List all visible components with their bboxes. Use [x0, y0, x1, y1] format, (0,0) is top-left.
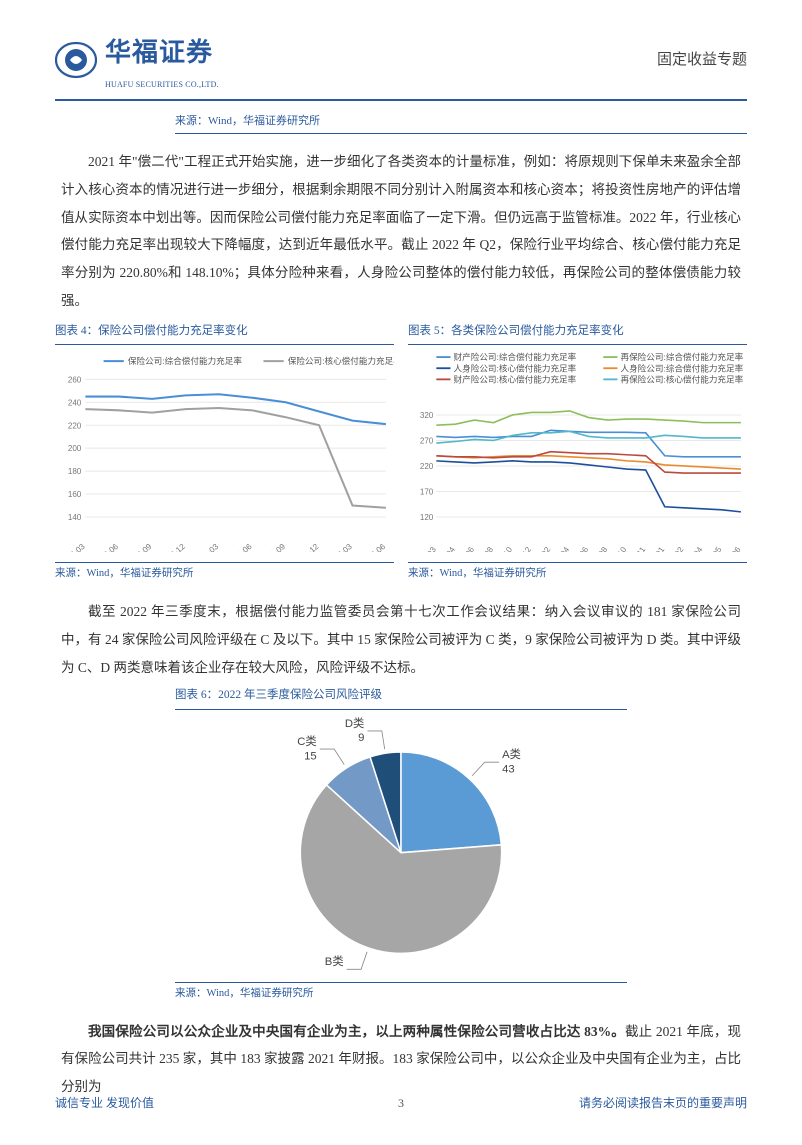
svg-text:200: 200 — [68, 445, 82, 454]
footer-left: 诚信专业 发现价值 — [55, 1092, 154, 1115]
svg-text:220: 220 — [420, 462, 434, 471]
svg-text:270: 270 — [420, 437, 434, 446]
svg-text:2020-03: 2020-03 — [58, 542, 87, 552]
svg-text:C类: C类 — [297, 734, 316, 748]
svg-text:220: 220 — [68, 422, 82, 431]
svg-text:B类: B类 — [325, 954, 344, 968]
svg-text:260: 260 — [68, 376, 82, 385]
page-footer: 诚信专业 发现价值 3 请务必阅读报告末页的重要声明 — [55, 1092, 747, 1115]
chart-6-svg: C类15D类9A类43B类114 — [175, 714, 627, 971]
svg-text:2020-06: 2020-06 — [92, 542, 121, 552]
footer-right: 请务必阅读报告末页的重要声明 — [579, 1092, 747, 1115]
logo-icon — [55, 39, 97, 81]
chart-5-title: 图表 5：各类保险公司偿付能力充足率变化 — [408, 321, 747, 346]
chart-6: 图表 6：2022 年三季度保险公司风险评级 C类15D类9A类43B类114 … — [175, 685, 627, 1003]
svg-text:2020-09: 2020-09 — [125, 542, 154, 552]
svg-text:2021-09: 2021-09 — [259, 542, 288, 552]
svg-text:320: 320 — [420, 411, 434, 420]
svg-text:2022-06: 2022-06 — [359, 542, 388, 552]
svg-text:D类: D类 — [345, 716, 364, 730]
logo-text-en: HUAFU SECURITIES CO.,LTD. — [105, 77, 219, 92]
svg-text:2022-03: 2022-03 — [325, 542, 354, 552]
logo-text-cn: 华福证券 — [105, 28, 219, 77]
footer-page-number: 3 — [398, 1092, 404, 1115]
svg-text:财产险公司:核心偿付能力充足率: 财产险公司:核心偿付能力充足率 — [454, 374, 577, 385]
svg-text:保险公司:核心偿付能力充足率: 保险公司:核心偿付能力充足率 — [288, 356, 394, 367]
svg-text:2021-06: 2021-06 — [225, 542, 254, 552]
chart-4-title: 图表 4：保险公司偿付能力充足率变化 — [55, 321, 394, 346]
chart-5: 图表 5：各类保险公司偿付能力充足率变化 财产险公司:综合偿付能力充足率再保险公… — [408, 321, 747, 585]
svg-text:2021-03: 2021-03 — [192, 542, 221, 552]
svg-text:43: 43 — [502, 764, 515, 776]
paragraph-3: 我国保险公司以公众企业及中央国有企业为主，以上两种属性保险公司营收占比达 83%… — [61, 1018, 741, 1101]
header-category: 固定收益专题 — [657, 46, 747, 75]
chart-6-source: 来源：Wind，华福证券研究所 — [175, 982, 627, 1004]
svg-text:2020-12: 2020-12 — [158, 542, 187, 552]
paragraph-2: 截至 2022 年三季度末，根据偿付能力监管委员会第十七次工作会议结果：纳入会议… — [61, 598, 741, 681]
svg-text:140: 140 — [68, 513, 82, 522]
chart-4: 图表 4：保险公司偿付能力充足率变化 保险公司:综合偿付能力充足率 保险公司:核心… — [55, 321, 394, 585]
svg-text:2021-12: 2021-12 — [292, 542, 321, 552]
chart-row-4-5: 图表 4：保险公司偿付能力充足率变化 保险公司:综合偿付能力充足率 保险公司:核心… — [55, 321, 747, 585]
svg-text:240: 240 — [68, 399, 82, 408]
svg-text:15: 15 — [304, 751, 317, 763]
paragraph-1: 2021 年"偿二代"工程正式开始实施，进一步细化了各类资本的计量标准，例如：将… — [61, 148, 741, 314]
svg-text:人身险公司:综合偿付能力充足率: 人身险公司:综合偿付能力充足率 — [621, 363, 744, 374]
top-source-line: 来源：Wind，华福证券研究所 — [175, 111, 747, 135]
chart-5-svg: 财产险公司:综合偿付能力充足率 再保险公司:综合偿付能力充足率人身险公司:核心偿付… — [408, 349, 747, 551]
svg-text:保险公司:综合偿付能力充足率: 保险公司:综合偿付能力充足率 — [128, 356, 243, 367]
svg-text:2020-03: 2020-03 — [414, 545, 439, 551]
logo-block: 华福证券 HUAFU SECURITIES CO.,LTD. — [55, 28, 219, 93]
chart-5-source: 来源：Wind，华福证券研究所 — [408, 562, 747, 584]
svg-text:人身险公司:核心偿付能力充足率: 人身险公司:核心偿付能力充足率 — [454, 363, 577, 374]
page-header: 华福证券 HUAFU SECURITIES CO.,LTD. 固定收益专题 — [55, 28, 747, 101]
svg-text:120: 120 — [420, 513, 434, 522]
svg-text:财产险公司:综合偿付能力充足率: 财产险公司:综合偿付能力充足率 — [454, 351, 577, 362]
svg-text:再保险公司:核心偿付能力充足率: 再保险公司:核心偿付能力充足率 — [621, 374, 744, 385]
chart-4-svg: 保险公司:综合偿付能力充足率 保险公司:核心偿付能力充足率 140 160 180 200… — [55, 349, 394, 551]
chart-6-title: 图表 6：2022 年三季度保险公司风险评级 — [175, 685, 627, 710]
paragraph-3-bold: 我国保险公司以公众企业及中央国有企业为主，以上两种属性保险公司营收占比达 83%… — [88, 1024, 625, 1039]
svg-text:9: 9 — [358, 732, 364, 744]
svg-text:再保险公司:综合偿付能力充足率: 再保险公司:综合偿付能力充足率 — [621, 351, 744, 362]
svg-text:A类: A类 — [502, 747, 521, 761]
chart-4-source: 来源：Wind，华福证券研究所 — [55, 562, 394, 584]
svg-text:160: 160 — [68, 490, 82, 499]
svg-text:180: 180 — [68, 467, 82, 476]
svg-text:170: 170 — [420, 488, 434, 497]
